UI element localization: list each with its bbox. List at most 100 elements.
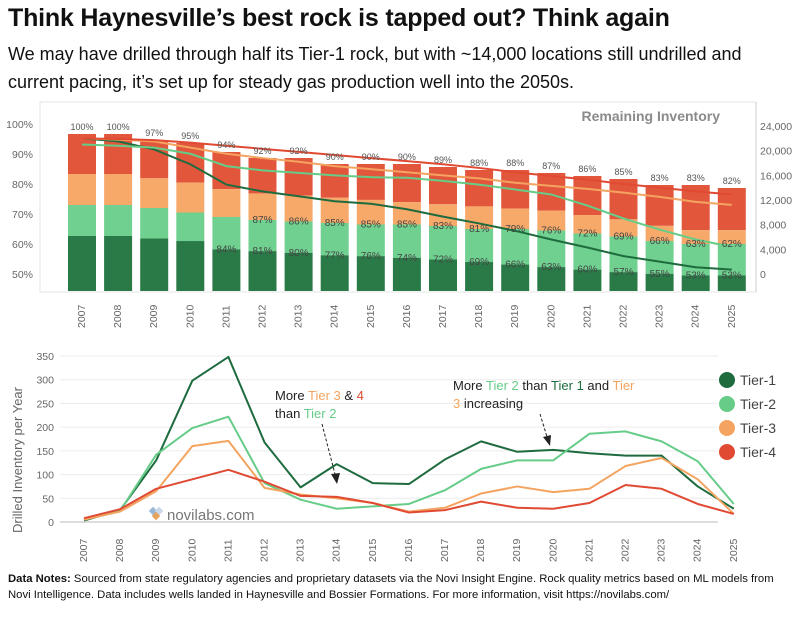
ann1-arrow xyxy=(321,423,337,479)
chart1-xtick: 2023 xyxy=(654,304,666,328)
bar-tier1-2016 xyxy=(392,257,421,291)
ann2-tier3: Tier xyxy=(612,378,635,393)
bar-tier4-2016 xyxy=(392,164,421,203)
chart2-xtick: 2008 xyxy=(114,538,126,562)
chart2-xtick: 2025 xyxy=(728,538,740,562)
ann2-and: and xyxy=(584,378,613,393)
bar-tier2-2015 xyxy=(356,224,385,257)
watermark-text: novilabs.com xyxy=(167,507,255,524)
bar-top-label: 92% xyxy=(253,146,271,156)
bar-top-label: 88% xyxy=(506,158,524,168)
bar-tier1-label: 81% xyxy=(252,246,272,257)
bar-tier1-label: 53% xyxy=(722,270,742,281)
chart2-xtick: 2009 xyxy=(150,538,162,562)
bar-tier1-label: 72% xyxy=(433,255,453,266)
chart2-ylabel: Drilled Inventory per Year xyxy=(10,386,25,533)
bar-tier3-2007 xyxy=(68,174,96,205)
chart1-xtick: 2009 xyxy=(148,304,160,328)
chart2-ytick: 300 xyxy=(36,375,54,387)
bar-tier1-2008 xyxy=(104,236,133,291)
bar-tier1-2013 xyxy=(284,252,313,291)
chart1-y2tick: 8,000 xyxy=(760,220,786,232)
bar-tier4-2018 xyxy=(465,170,494,207)
bar-top-label: 82% xyxy=(723,176,741,186)
chart1-xtick: 2017 xyxy=(437,304,449,328)
bar-tier2-label: 87% xyxy=(252,215,272,226)
bar-tier1-2020 xyxy=(537,267,566,291)
ann1-amp: & xyxy=(341,388,357,403)
chart2-xtick: 2011 xyxy=(222,539,234,562)
bar-top-label: 90% xyxy=(398,152,416,162)
bar-tier2-2025 xyxy=(717,244,746,276)
chart1-ytick: 50% xyxy=(12,269,33,281)
bar-tier1-2014 xyxy=(320,255,349,291)
drilled-inventory-chart: novilabs.com 0 50 100 150 200 250 300 350 2007 20… xyxy=(10,351,776,562)
bar-tier1-label: 80% xyxy=(289,248,309,259)
chart1-xtick: 2020 xyxy=(545,304,557,328)
ann1-arrowhead xyxy=(331,473,340,484)
chart1-y2tick: 0 xyxy=(760,269,766,281)
ann2-tier1: Tier 1 xyxy=(551,378,584,393)
bar-tier1-label: 55% xyxy=(650,269,670,280)
novilabs-watermark: novilabs.com xyxy=(148,506,255,524)
bar-tier2-2024 xyxy=(681,244,710,276)
page-subtitle: We may have drilled through half its Tie… xyxy=(8,44,742,92)
chart1-xtick: 2013 xyxy=(293,304,305,328)
svg-text:3 increasing: 3 increasing xyxy=(453,396,523,411)
bar-tier3-2018 xyxy=(465,206,494,229)
chart1-y2tick: 12,000 xyxy=(760,195,792,207)
bar-tier3-2022 xyxy=(609,219,638,237)
bar-top-label: 86% xyxy=(578,164,596,174)
chart2-xtick: 2015 xyxy=(367,538,379,562)
bar-tier2-label: 85% xyxy=(361,220,381,231)
ann1-prefix: More xyxy=(275,388,308,403)
bar-tier1-2024 xyxy=(681,275,710,291)
bar-tier1-label: 84% xyxy=(216,244,236,255)
bar-tier4-2025 xyxy=(717,188,746,231)
chart2-xtick: 2010 xyxy=(186,538,198,562)
remaining-line-tier-3 xyxy=(81,137,732,206)
drilled-line-tier-1 xyxy=(83,355,735,522)
ann1-tier3: Tier 3 xyxy=(308,388,341,403)
bar-tier2-label: 85% xyxy=(325,218,345,229)
bar-tier1-label: 69% xyxy=(469,257,489,268)
bar-tier2-2014 xyxy=(320,223,349,256)
chart2-xtick: 2019 xyxy=(511,538,523,562)
chart1-xtick: 2010 xyxy=(184,304,196,328)
chart2-ytick: 250 xyxy=(36,398,54,410)
bar-tier1-label: 60% xyxy=(577,265,597,276)
bar-top-label: 83% xyxy=(687,173,705,183)
chart2-ytick: 150 xyxy=(36,446,54,458)
chart1-xtick: 2025 xyxy=(726,304,738,328)
bar-tier1-label: 63% xyxy=(541,262,561,273)
chart1-xtick: 2014 xyxy=(329,304,341,328)
bar-tier2-2007 xyxy=(68,205,96,236)
bar-tier4-2014 xyxy=(320,164,349,198)
chart2-ytick: 200 xyxy=(36,422,54,434)
chart1-ytick: 80% xyxy=(12,179,33,191)
bar-top-label: 88% xyxy=(470,158,488,168)
ann2-tier3b: 3 xyxy=(453,396,460,411)
chart2-ytick: 0 xyxy=(48,517,54,529)
legend-swatch-tier-4 xyxy=(719,444,735,460)
bar-tier1-2012 xyxy=(248,251,277,291)
bar-tier3-2017 xyxy=(429,204,457,226)
bar-tier1-label: 57% xyxy=(613,267,633,278)
bar-tier3-2010 xyxy=(176,182,205,213)
legend-label-tier-3: Tier-3 xyxy=(740,420,776,436)
bar-tier2-label: 83% xyxy=(433,221,453,232)
bar-tier2-2021 xyxy=(573,233,602,270)
bar-tier2-2009 xyxy=(140,208,169,239)
bar-tier4-2011 xyxy=(212,152,241,190)
bar-tier3-2011 xyxy=(212,189,241,217)
bar-tier2-2019 xyxy=(501,229,530,265)
legend-swatch-tier-1 xyxy=(719,372,735,388)
chart1-xtick: 2019 xyxy=(509,304,521,328)
chart2-legend: Tier-1 Tier-2 Tier-3 Tier-4 xyxy=(719,372,776,460)
chart1-xtick: 2022 xyxy=(618,304,630,328)
bar-tier2-label: 79% xyxy=(505,224,525,235)
bar-tier1-2021 xyxy=(573,269,602,291)
remaining-line-tier-1 xyxy=(81,137,732,271)
chart1-xtick: 2024 xyxy=(690,304,702,328)
chart1-xtick: 2015 xyxy=(365,304,377,328)
